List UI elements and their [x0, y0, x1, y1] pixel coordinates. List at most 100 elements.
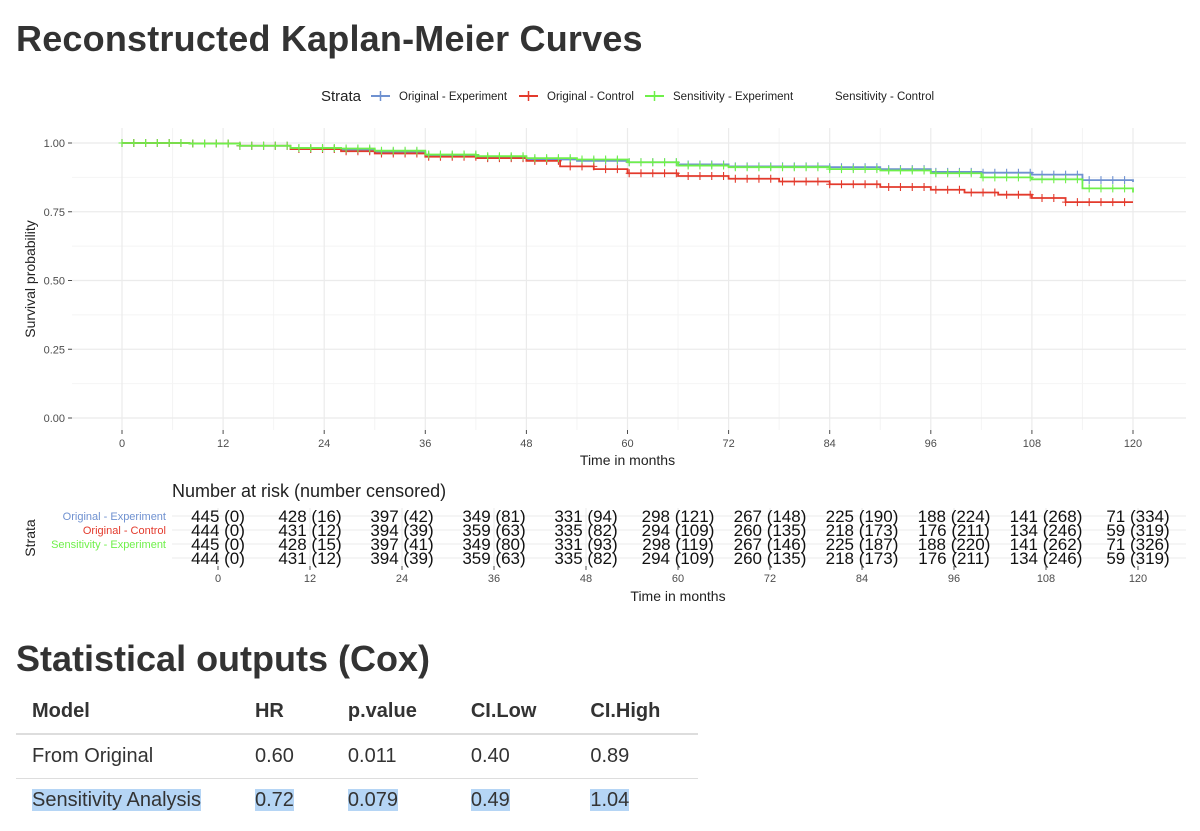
censor-mark [672, 158, 680, 167]
risk-cell: 59 (319) [1106, 549, 1169, 568]
cell-cihigh: 1.04 [574, 779, 698, 823]
censor-mark [413, 146, 421, 155]
cell-model: From Original [16, 734, 239, 779]
legend-label: Sensitivity - Experiment [673, 91, 794, 103]
censor-mark [189, 139, 197, 148]
censor-mark [142, 139, 150, 147]
censor-mark [731, 174, 739, 183]
x-axis-title: Time in months [580, 452, 675, 468]
risk-x-axis-title: Time in months [630, 588, 725, 604]
legend-label: Sensitivity - Control [835, 91, 934, 103]
header-pvalue: p.value [331, 690, 455, 735]
censor-mark [873, 180, 881, 189]
x-tick-label: 108 [1023, 438, 1041, 450]
risk-x-tick-label: 120 [1129, 573, 1147, 585]
selected-text: 0.72 [254, 789, 294, 811]
censor-mark [885, 166, 893, 175]
censor-mark [472, 150, 480, 159]
risk-cell: 428 (16) [278, 507, 341, 526]
risk-cell: 397 (42) [370, 507, 433, 526]
y-tick-label: 0.00 [44, 413, 65, 425]
risk-cell: 141 (262) [1010, 535, 1083, 554]
censor-mark [967, 169, 975, 178]
censor-mark [649, 169, 657, 178]
risk-cell: 71 (334) [1106, 507, 1169, 526]
cell-cilow: 0.49 [455, 779, 575, 823]
risk-cell: 298 (119) [642, 535, 714, 554]
y-tick-label: 0.50 [44, 276, 65, 288]
censor-mark [201, 139, 209, 148]
censor-mark [920, 183, 928, 191]
censor-mark [1121, 176, 1129, 185]
censor-mark [448, 150, 456, 159]
censor-mark [637, 169, 645, 178]
censor-mark [991, 173, 999, 182]
risk-cell: 59 (319) [1106, 521, 1169, 540]
legend-item: Sensitivity - Control [835, 91, 934, 103]
cell-hr: 0.60 [238, 734, 332, 779]
risk-cell: 267 (146) [734, 535, 807, 554]
cell-pvalue: 0.011 [331, 734, 455, 779]
censor-mark [342, 144, 350, 153]
censor-mark [1003, 190, 1011, 199]
censor-mark [802, 163, 810, 172]
risk-cell: 260 (135) [734, 521, 807, 540]
censor-mark [767, 174, 775, 183]
censor-mark [566, 154, 574, 163]
risk-cell: 141 (268) [1010, 507, 1083, 526]
censor-mark [330, 143, 338, 152]
censor-mark [248, 141, 256, 150]
censor-mark [661, 158, 669, 167]
censor-mark [696, 172, 704, 180]
censor-mark [1073, 175, 1081, 184]
risk-x-tick-label: 0 [215, 573, 221, 585]
censor-mark [731, 163, 739, 172]
censor-mark [649, 158, 657, 167]
x-tick-label: 96 [925, 438, 937, 450]
risk-cell: 349 (81) [462, 507, 525, 526]
risk-cell: 134 (246) [1010, 549, 1083, 568]
censor-mark [708, 172, 716, 180]
censor-mark [932, 169, 940, 178]
censor-mark [790, 177, 798, 186]
risk-cell: 225 (187) [826, 535, 899, 554]
censor-mark [224, 139, 232, 148]
censor-mark [602, 155, 610, 164]
risk-x-tick-label: 12 [304, 573, 316, 585]
censor-mark [507, 152, 515, 161]
risk-cell: 359 (63) [462, 521, 525, 540]
risk-x-tick-label: 48 [580, 573, 592, 585]
risk-cell: 134 (246) [1010, 521, 1083, 540]
risk-x-tick-label: 108 [1037, 573, 1055, 585]
chart-legend: Strata Original - Experiment Original - Co… [321, 88, 934, 105]
cell-cihigh: 0.89 [574, 734, 699, 779]
censor-mark [920, 166, 928, 175]
risk-cell: 428 (15) [278, 535, 341, 554]
risk-cell: 394 (39) [370, 521, 433, 540]
censor-mark [1062, 175, 1070, 184]
censor-mark [861, 180, 869, 189]
x-tick-label: 24 [318, 438, 330, 450]
censor-mark [1109, 184, 1117, 193]
censor-mark [967, 188, 975, 197]
censor-mark [779, 177, 787, 186]
censor-mark [425, 150, 433, 159]
stats-header-row: Model HR p.value CI.Low CI.High [16, 690, 699, 735]
legend-label: Original - Experiment [399, 91, 508, 103]
censor-mark [767, 163, 775, 172]
censor-mark [554, 154, 562, 163]
risk-cell: 188 (220) [918, 535, 991, 554]
censor-mark [613, 155, 621, 164]
censor-mark [165, 139, 173, 147]
censor-mark [826, 180, 834, 189]
x-tick-label: 36 [419, 438, 431, 450]
table-row: Sensitivity Analysis 0.72 0.079 0.49 1.0… [16, 779, 698, 823]
censor-mark [578, 162, 586, 171]
censor-mark [873, 165, 881, 174]
censor-mark [484, 152, 492, 161]
stats-table: Model HR p.value CI.Low CI.High From Ori… [16, 690, 699, 823]
y-axis-title: Survival probability [22, 220, 38, 338]
censor-mark [661, 169, 669, 178]
risk-cell: 176 (211) [918, 521, 990, 540]
y-tick-label: 0.25 [44, 344, 65, 356]
